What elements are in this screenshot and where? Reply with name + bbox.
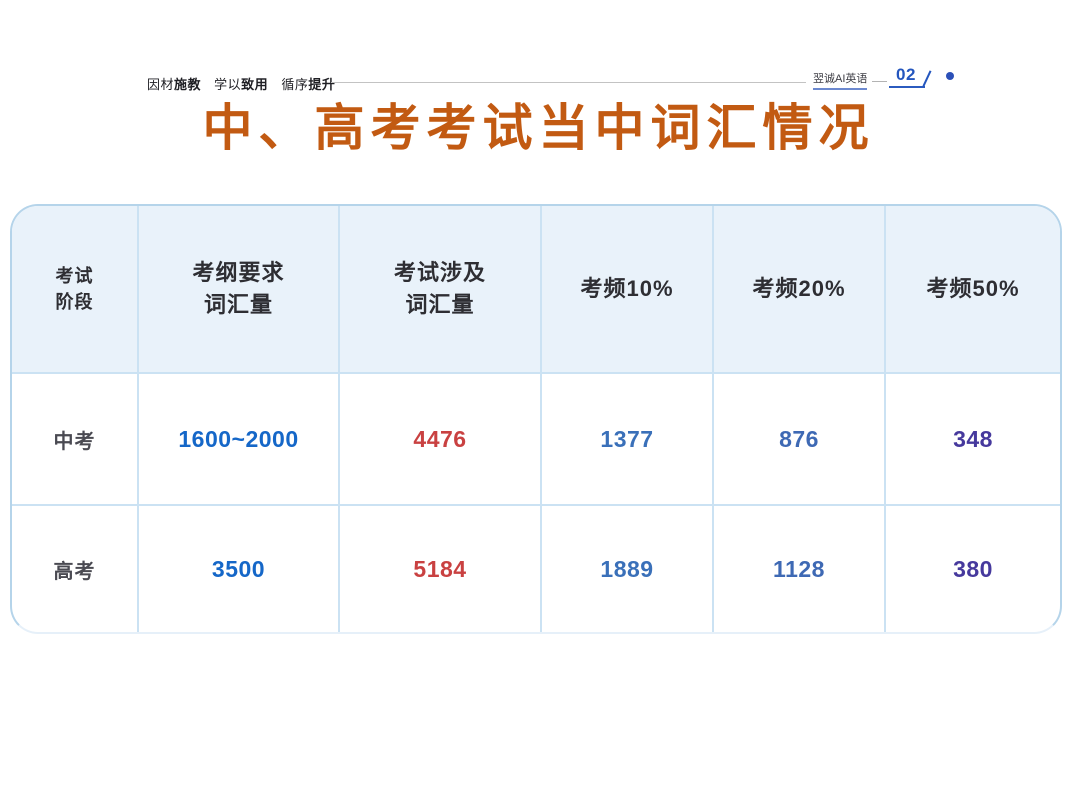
cell-value: 4476 xyxy=(413,425,467,452)
table-cell: 348 xyxy=(886,374,1060,506)
table-cell: 380 xyxy=(886,506,1060,632)
cell-value: 1600~2000 xyxy=(178,425,299,452)
header-cell-syllabus-vocab: 考纲要求 词汇量 xyxy=(139,206,340,374)
header-line: 阶段 xyxy=(55,292,94,312)
cell-value: 380 xyxy=(953,555,993,582)
vocab-table: 考试 阶段 考纲要求 词汇量 考试涉及 词汇量 考频10% 考频20% 考频50… xyxy=(10,204,1062,634)
header-line: 考频10% xyxy=(580,276,674,302)
cell-value: 3500 xyxy=(211,555,266,582)
table-cell: 5184 xyxy=(340,506,542,632)
cell-value: 5184 xyxy=(413,555,467,582)
brand-label: 翌诚AI英语 xyxy=(813,70,868,90)
table-row-label-cell: 高考 xyxy=(12,506,139,632)
slide-title: 中、高考考试当中词汇情况 xyxy=(202,100,875,156)
header-slogan: 因材施教 学以致用 循序提升 xyxy=(147,74,344,93)
header-cell-freq-20: 考频20% xyxy=(714,206,886,374)
table-cell: 1600~2000 xyxy=(139,374,340,506)
table-cell: 1377 xyxy=(542,374,714,506)
header-cell-freq-10: 考频10% xyxy=(542,206,714,374)
slogan-segment: 循序提升 xyxy=(281,77,336,92)
table-cell: 4476 xyxy=(340,374,542,506)
header-line: 考频20% xyxy=(752,276,846,302)
header-cell-exam-vocab: 考试涉及 词汇量 xyxy=(340,206,542,374)
header-line: 词汇量 xyxy=(405,292,475,317)
table-cell: 1889 xyxy=(542,506,714,632)
cell-value: 348 xyxy=(953,425,993,452)
table-cell: 3500 xyxy=(139,506,340,632)
cell-value: 876 xyxy=(779,425,819,452)
header-line: 考试涉及 xyxy=(393,260,486,286)
page-number-slash xyxy=(922,70,932,87)
table-cell: 1128 xyxy=(714,506,886,632)
table-row-label-cell: 中考 xyxy=(12,374,139,506)
slogan-segment: 因材施教 xyxy=(147,77,202,92)
page-number-underline xyxy=(889,86,925,88)
row-label: 中考 xyxy=(53,430,96,453)
slogan-segment: 学以致用 xyxy=(214,77,269,92)
header-line: 考纲要求 xyxy=(192,260,285,286)
row-label: 高考 xyxy=(53,560,96,583)
header-cell-freq-50: 考频50% xyxy=(886,206,1060,374)
cell-value: 1377 xyxy=(600,425,654,452)
cell-value: 1889 xyxy=(600,555,654,582)
page-number: 02 xyxy=(896,65,916,84)
header-line: 词汇量 xyxy=(203,292,273,317)
cell-value: 1128 xyxy=(773,555,825,582)
header-line: 考频50% xyxy=(926,276,1020,302)
header-cell-exam-stage: 考试 阶段 xyxy=(12,206,139,374)
brand-dash-line xyxy=(872,81,887,82)
header-dot-icon xyxy=(946,72,954,80)
table-cell: 876 xyxy=(714,374,886,506)
header-divider-line xyxy=(331,82,806,83)
header-line: 考试 xyxy=(55,265,94,286)
